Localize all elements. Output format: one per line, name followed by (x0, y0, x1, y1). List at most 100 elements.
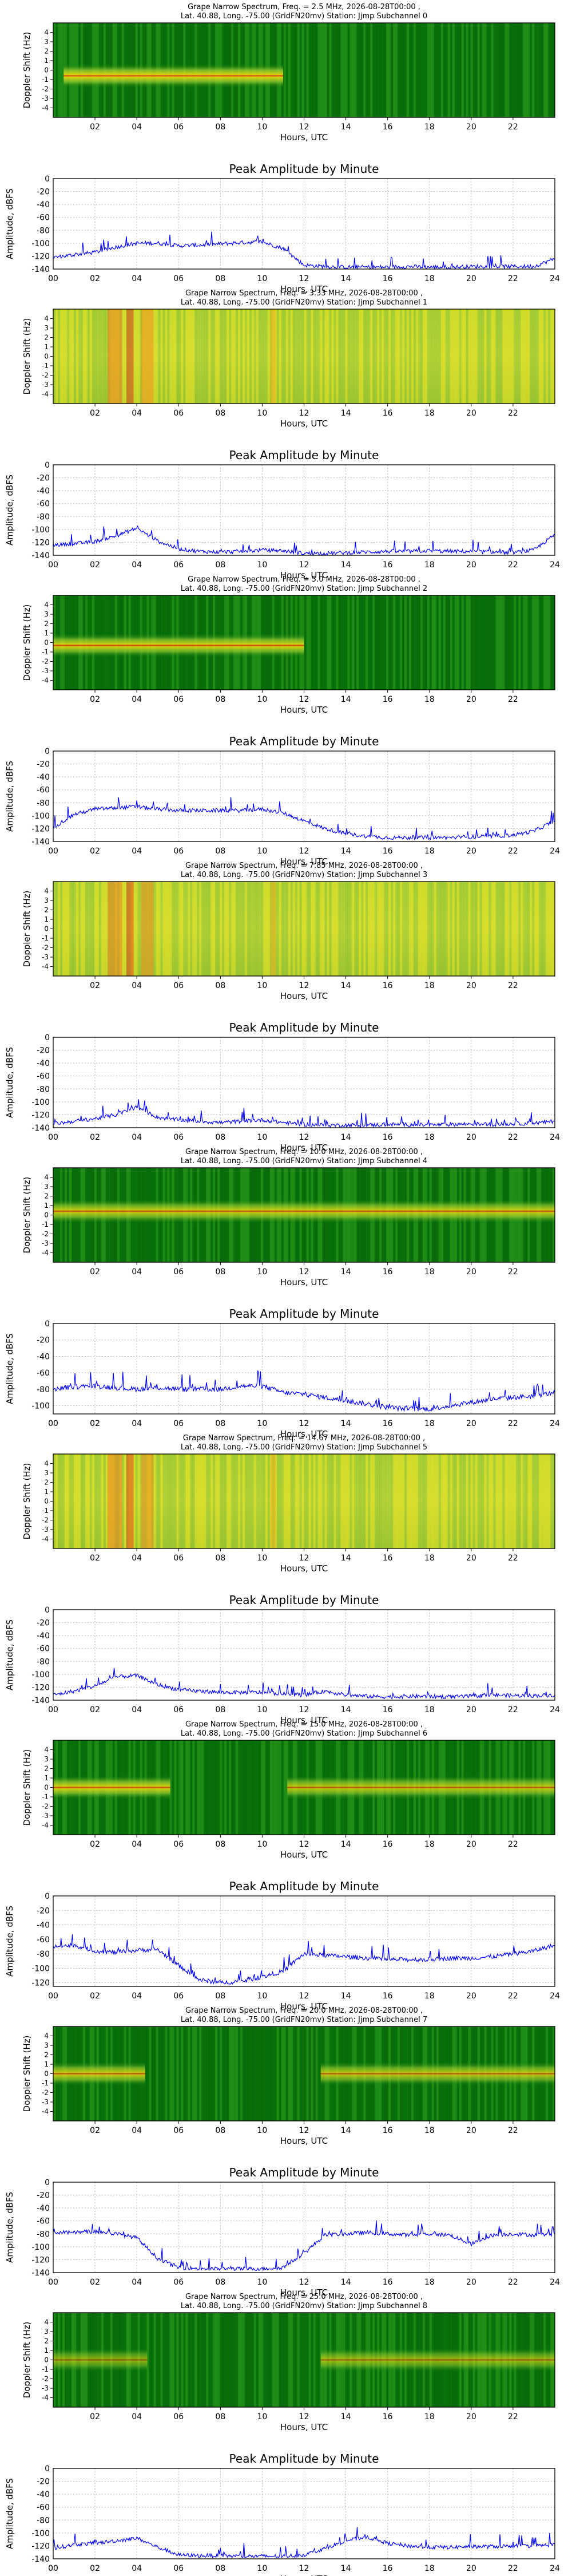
spectrogram-stripe (313, 309, 316, 404)
amplitude-xtick-label: 12 (299, 274, 309, 283)
spectrogram-stripe (156, 309, 158, 404)
doppler-band (53, 1199, 555, 1223)
spectrogram-stripe (488, 23, 491, 117)
spectrogram-stripe (429, 23, 432, 117)
spectrogram-stripe (395, 595, 398, 690)
spectrogram-stripe (422, 882, 426, 976)
amplitude-ytick-label: -140 (31, 551, 50, 560)
doppler-band (53, 2061, 145, 2086)
amplitude-xtick-label: 14 (341, 1705, 351, 1714)
spectrogram-stripe (167, 882, 170, 976)
amplitude-ytick-label: -80 (37, 226, 50, 235)
spectrogram-stripe (349, 23, 352, 117)
spectrogram-stripe (315, 1454, 318, 1548)
amplitude-xtick-label: 24 (550, 2278, 560, 2287)
spectrogram-stripe (313, 23, 316, 117)
spectrogram-stripe (502, 595, 505, 690)
spectrogram-stripe (283, 1454, 287, 1548)
spectrogram-stripe (491, 309, 494, 404)
spectrogram-stripe (493, 23, 496, 117)
spectrogram-stripe (217, 1740, 220, 1835)
spectrogram-stripe (235, 309, 239, 404)
spectrogram-stripe (507, 882, 510, 976)
spectrogram-stripe (78, 882, 81, 976)
spectrogram-stripe (279, 2313, 282, 2407)
amplitude-xtick-label: 00 (48, 1133, 58, 1142)
spectrogram-stripe (493, 1454, 496, 1548)
spectrogram-stripe (454, 309, 458, 404)
spectrogram-stripe (393, 882, 396, 976)
spectrogram-stripe (306, 23, 309, 117)
spectrum-ytick-label: -2 (42, 1230, 49, 1238)
spectrum-subtitle-3: Lat. 40.88, Long. -75.00 (GridFN20mv) St… (181, 871, 427, 879)
spectrogram-stripe (237, 2026, 241, 2121)
spectrogram-stripe (399, 595, 403, 690)
spectrogram-stripe (356, 882, 359, 976)
amplitude-ytick-label: -60 (37, 786, 50, 795)
amplitude-xtick-label: 20 (466, 274, 476, 283)
spectrogram-stripe (525, 1454, 528, 1548)
spectrogram-stripe (477, 1454, 480, 1548)
spectrogram-stripe (384, 1454, 387, 1548)
spectrogram-stripe (208, 1454, 211, 1548)
spectrogram-stripe (317, 2026, 320, 2121)
spectrogram-stripe (188, 2026, 190, 2121)
amplitude-xtick-label: 14 (341, 274, 351, 283)
spectrogram-stripe (217, 309, 220, 404)
spectrogram-stripe (404, 1454, 407, 1548)
spectrogram-stripe (178, 882, 181, 976)
doppler-band (320, 2061, 555, 2086)
spectrum-ytick-label: 0 (44, 925, 49, 933)
amplitude-xtick-label: 00 (48, 2278, 58, 2287)
spectrogram-stripe (242, 309, 245, 404)
spectrogram-stripe (176, 2313, 179, 2407)
spectrogram-stripe (306, 2026, 309, 2121)
spectrogram-stripe (256, 2026, 259, 2121)
spectrogram-stripe (345, 1454, 348, 1548)
spectrogram-stripe (368, 882, 371, 976)
spectrogram-stripe (53, 882, 56, 976)
amplitude-xtick-label: 00 (48, 1705, 58, 1714)
spectrogram-stripe (290, 2313, 293, 2407)
amplitude-xtick-label: 08 (215, 1133, 225, 1142)
spectrogram-stripe (393, 23, 396, 117)
spectrogram-stripe (133, 882, 136, 976)
spectrogram-stripe (265, 309, 268, 404)
spectrogram-stripe (395, 23, 398, 117)
amplitude-ytick-label: 0 (45, 1892, 50, 1901)
spectrum-ylabel-1: Doppler Shift (Hz) (22, 318, 32, 395)
spectrogram-stripe (386, 882, 389, 976)
spectrogram-7 (53, 2026, 555, 2121)
spectrogram-stripe (537, 882, 539, 976)
spectrogram-stripe (233, 882, 236, 976)
spectrogram-stripe (447, 309, 451, 404)
spectrogram-stripe (162, 2313, 165, 2407)
spectrogram-stripe (505, 23, 507, 117)
spectrogram-stripe (288, 2313, 291, 2407)
spectrogram-stripe (315, 2313, 318, 2407)
spectrogram-stripe (105, 882, 109, 976)
spectrogram-stripe (393, 595, 396, 690)
spectrogram-stripe (511, 23, 514, 117)
spectrogram-stripe (436, 309, 439, 404)
amplitude-xtick-label: 10 (257, 847, 268, 856)
spectrogram-stripe (486, 595, 489, 690)
spectrum-xtick-label: 22 (508, 1840, 518, 1849)
spectrogram-stripe (361, 309, 364, 404)
amplitude-series-line-4 (53, 1370, 555, 1412)
spectrogram-stripe (514, 595, 517, 690)
spectrum-xtick-label: 22 (508, 1267, 518, 1277)
amplitude-ytick-label: -20 (37, 2191, 50, 2200)
spectrogram-stripe (308, 882, 311, 976)
spectrogram-stripe (285, 23, 289, 117)
spectrogram-stripe (279, 882, 282, 976)
spectrogram-stripe (208, 882, 211, 976)
amplitude-xtick-label: 22 (508, 560, 518, 570)
spectrogram-stripe (454, 1454, 458, 1548)
spectrogram-5 (53, 1454, 555, 1548)
spectrogram-stripe (479, 23, 482, 117)
spectrogram-stripe (199, 2026, 202, 2121)
amplitude-title-8: Peak Amplitude by Minute (229, 2452, 379, 2466)
amplitude-xtick-label: 22 (508, 1705, 518, 1714)
spectrogram-stripe (431, 23, 435, 117)
